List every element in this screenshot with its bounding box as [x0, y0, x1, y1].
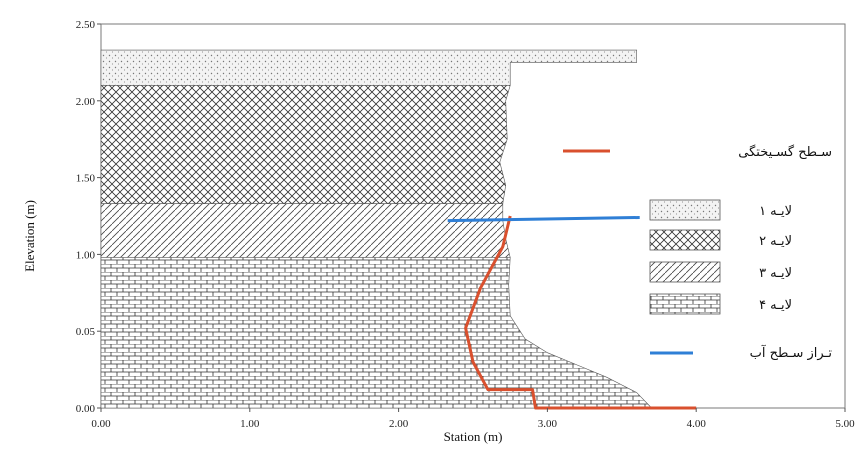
x-axis-ticks: 0.00 1.00 2.00 3.00 4.00 5.00 [91, 408, 855, 430]
y-tick-label: 2.50 [76, 19, 96, 31]
layer-2-area [100, 85, 511, 204]
water-level-line [447, 216, 640, 223]
legend-swatch-layer-4 [649, 293, 721, 315]
y-axis-title: Elevation (m) [22, 200, 37, 272]
legend-label-failure-surface: سـطح گسـیختگی [738, 144, 832, 160]
legend-label-water-level: تـراز سـطح آب [750, 344, 833, 361]
layer-3-area [100, 203, 511, 258]
y-tick-label: 0.05 [76, 326, 96, 338]
data-lines [447, 215, 697, 410]
x-tick-label: 3.00 [538, 418, 558, 430]
legend: سـطح گسـیختگی لایـه ۱ لایـه ۲ لایـه ۳ لا… [563, 144, 832, 361]
x-tick-label: 5.00 [835, 418, 855, 430]
x-tick-label: 2.00 [389, 418, 409, 430]
legend-swatch-layer-1 [649, 199, 721, 221]
y-tick-label: 2.00 [76, 96, 96, 108]
x-axis-title: Station (m) [444, 429, 503, 444]
x-tick-label: 0.00 [91, 418, 111, 430]
legend-label-layer-4: لایـه ۴ [759, 298, 792, 313]
legend-label-layer-1: لایـه ۱ [759, 204, 792, 219]
soil-layers [100, 49, 653, 409]
y-tick-label: 1.50 [76, 173, 96, 185]
layer-4-area [100, 257, 653, 409]
legend-label-layer-3: لایـه ۳ [759, 266, 792, 281]
y-tick-label: 1.00 [76, 249, 96, 261]
legend-swatch-layer-3 [649, 261, 721, 283]
y-axis-ticks: 0.00 0.05 1.00 1.50 2.00 2.50 [76, 19, 101, 415]
failure-surface-line [464, 215, 697, 410]
y-tick-label: 0.00 [76, 403, 96, 415]
x-tick-label: 4.00 [687, 418, 707, 430]
legend-swatch-layer-2 [649, 229, 721, 251]
x-tick-label: 1.00 [240, 418, 260, 430]
legend-label-layer-2: لایـه ۲ [759, 234, 792, 249]
